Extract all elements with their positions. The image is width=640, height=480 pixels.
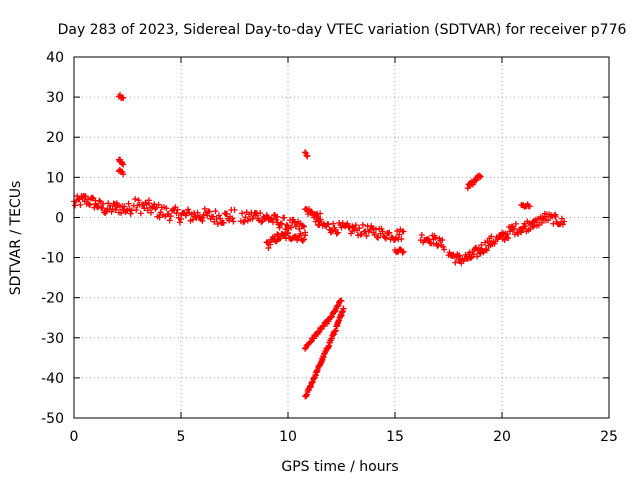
data-point-markers (464, 172, 484, 192)
data-point-markers (529, 210, 568, 229)
y-tick-label: -40 (41, 371, 64, 387)
data-segment (417, 232, 448, 253)
data-point-markers (263, 229, 309, 251)
data-segment (302, 149, 311, 160)
data-segment (312, 216, 407, 243)
data-point-markers (445, 218, 538, 267)
data-point-markers (115, 156, 127, 168)
data-point-markers (302, 205, 324, 224)
data-segment (237, 209, 309, 236)
data-series (71, 91, 568, 400)
chart-title: Day 283 of 2023, Sidereal Day-to-day VTE… (58, 22, 627, 38)
x-tick-label: 0 (70, 429, 79, 445)
x-axis-label: GPS time / hours (281, 459, 398, 475)
y-tick-label: 20 (46, 130, 64, 146)
data-point-markers (312, 216, 407, 243)
y-tick-label: -20 (41, 291, 64, 307)
data-segment (115, 156, 127, 168)
data-point-markers (392, 246, 407, 256)
y-tick-label: 40 (46, 50, 64, 66)
y-tick-label: 0 (55, 210, 64, 226)
data-point-markers (518, 201, 533, 210)
axis-ticks: 0 5 10 15 20 25 -50 -40 -30 -20 -10 0 10 20 30 40 (41, 50, 618, 445)
x-tick-label: 15 (386, 429, 404, 445)
data-point-markers (130, 196, 238, 227)
data-segment (529, 210, 568, 229)
y-tick-label: -50 (41, 411, 64, 427)
data-segment (302, 305, 347, 400)
data-segment (115, 166, 127, 178)
x-tick-label: 20 (493, 429, 511, 445)
data-point-markers (302, 305, 347, 400)
y-tick-label: -30 (41, 331, 64, 347)
y-tick-label: 30 (46, 90, 64, 106)
data-point-markers (302, 149, 311, 160)
data-segment (302, 205, 324, 224)
data-segment (130, 196, 238, 227)
data-point-markers (237, 209, 309, 236)
y-tick-label: 10 (46, 170, 64, 186)
plot-frame (73, 56, 610, 419)
data-segment (518, 201, 533, 210)
data-point-markers (115, 166, 127, 178)
data-point-markers (302, 297, 345, 352)
x-tick-label: 5 (177, 429, 186, 445)
y-tick-label: -10 (41, 251, 64, 267)
data-point-markers (417, 232, 448, 253)
data-segment (392, 246, 407, 256)
data-segment (445, 218, 538, 267)
y-axis-label: SDTVAR / TECUs (8, 181, 24, 296)
data-segment (302, 297, 345, 352)
x-tick-label: 25 (600, 429, 618, 445)
data-segment (263, 229, 309, 251)
data-segment (115, 91, 127, 102)
data-segment (464, 172, 484, 192)
x-tick-label: 10 (279, 429, 297, 445)
data-point-markers (115, 91, 127, 102)
